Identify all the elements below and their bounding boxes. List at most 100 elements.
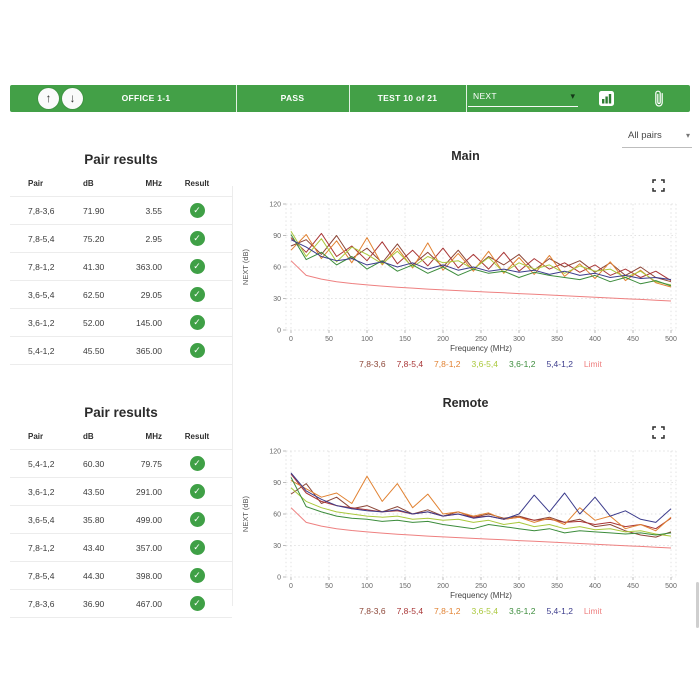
mhz-cell: 499.00 xyxy=(136,514,162,525)
pair-results-panel: Pair results Pair dB MHz Result 7,8-3,6 71.9… xyxy=(10,140,232,618)
paperclip-icon xyxy=(655,90,663,107)
series-line-3,6-5,4 xyxy=(290,487,672,537)
db-cell: 35.80 xyxy=(83,514,105,525)
pair-cell: 7,8-1,2 xyxy=(28,261,55,272)
chart-title: Main xyxy=(451,149,480,163)
db-cell: 43.50 xyxy=(83,486,105,497)
arrow-down-icon: ↓ xyxy=(69,91,76,105)
result-cell: ✓ xyxy=(162,315,232,330)
legend-item-5,4-1,2: 5,4-1,2 xyxy=(546,606,573,616)
table-row: 7,8-1,2 43.40 357.00 ✓ xyxy=(10,534,232,562)
result-cell: ✓ xyxy=(162,568,232,583)
svg-text:300: 300 xyxy=(513,583,525,590)
svg-text:90: 90 xyxy=(273,480,281,487)
series-line-3,6-1,2 xyxy=(290,477,672,536)
pair-cell: 7,8-5,4 xyxy=(28,233,55,244)
chevron-down-icon: ▾ xyxy=(570,91,575,101)
result-cell: ✓ xyxy=(162,203,232,218)
pair-results-table-remote: Pair results Pair dB MHz Result 5,4-1,2 60.3… xyxy=(10,405,232,618)
table-header-row: Pair dB MHz Result xyxy=(10,170,232,197)
measurement-select[interactable]: NEXT ▾ xyxy=(468,88,578,107)
mhz-cell: 79.75 xyxy=(140,458,162,469)
result-cell: ✓ xyxy=(162,287,232,302)
svg-text:50: 50 xyxy=(325,583,333,590)
series-line-5,4-1,2 xyxy=(290,239,672,281)
db-cell: 45.50 xyxy=(83,345,105,356)
svg-text:500: 500 xyxy=(665,336,677,343)
pair-cell: 5,4-1,2 xyxy=(28,458,55,469)
db-cell: 71.90 xyxy=(83,205,105,216)
chart-view-button[interactable] xyxy=(599,91,614,106)
table-body: 7,8-3,6 71.90 3.55 ✓ 7,8-5,4 75.20 2.95 ✓ 7,8-1,… xyxy=(10,197,232,365)
pass-check-icon: ✓ xyxy=(189,484,205,499)
pairs-filter-value: All pairs xyxy=(628,130,662,141)
svg-text:30: 30 xyxy=(273,543,281,550)
fullscreen-icon xyxy=(652,426,665,439)
svg-text:500: 500 xyxy=(665,583,677,590)
next-test-button[interactable]: ↓ xyxy=(62,88,83,109)
svg-text:400: 400 xyxy=(589,336,601,343)
test-counter-label: TEST 10 of 21 xyxy=(377,93,438,103)
series-line-3,6-1,2 xyxy=(290,234,672,287)
panel-divider xyxy=(232,186,233,606)
svg-text:60: 60 xyxy=(273,265,281,272)
status-badge: PASS xyxy=(280,93,305,103)
svg-text:200: 200 xyxy=(437,583,449,590)
scrollbar-thumb[interactable] xyxy=(696,582,699,628)
legend-item-7,8-5,4: 7,8-5,4 xyxy=(396,606,424,616)
pair-cell: 7,8-3,6 xyxy=(28,598,55,609)
segment-divider xyxy=(236,85,237,112)
pair-cell: 7,8-5,4 xyxy=(28,570,55,581)
svg-text:250: 250 xyxy=(475,583,487,590)
db-cell: 44.30 xyxy=(83,570,105,581)
db-cell: 41.30 xyxy=(83,261,105,272)
fullscreen-button[interactable] xyxy=(652,179,665,192)
pass-check-icon: ✓ xyxy=(189,343,205,358)
pairs-filter-select[interactable]: All pairs ▾ xyxy=(622,128,692,148)
column-header: Pair xyxy=(28,431,44,441)
svg-text:100: 100 xyxy=(361,583,373,590)
mhz-cell: 145.00 xyxy=(136,317,162,328)
pass-check-icon: ✓ xyxy=(189,456,205,471)
db-cell: 52.00 xyxy=(83,317,105,328)
legend-item-3,6-5,4: 3,6-5,4 xyxy=(471,359,498,369)
table-row: 5,4-1,2 60.30 79.75 ✓ xyxy=(10,450,232,478)
svg-text:350: 350 xyxy=(551,583,563,590)
mhz-cell: 2.95 xyxy=(145,233,162,244)
pass-check-icon: ✓ xyxy=(189,568,205,583)
table-row: 7,8-3,6 71.90 3.55 ✓ xyxy=(10,197,232,225)
column-header: Result xyxy=(184,431,210,441)
pass-check-icon: ✓ xyxy=(189,231,205,246)
series-line-Limit xyxy=(290,260,672,302)
table-row: 7,8-5,4 75.20 2.95 ✓ xyxy=(10,225,232,253)
svg-text:300: 300 xyxy=(513,336,525,343)
table-title: Pair results xyxy=(84,405,158,420)
db-cell: 62.50 xyxy=(83,289,105,300)
fullscreen-button[interactable] xyxy=(652,426,665,439)
column-header: Pair xyxy=(28,178,44,188)
column-header: MHz xyxy=(145,431,162,441)
legend-item-5,4-1,2: 5,4-1,2 xyxy=(546,359,573,369)
table-row: 7,8-1,2 41.30 363.00 ✓ xyxy=(10,253,232,281)
previous-test-button[interactable]: ↑ xyxy=(38,88,59,109)
svg-text:400: 400 xyxy=(589,583,601,590)
legend-item-7,8-1,2: 7,8-1,2 xyxy=(434,359,461,369)
pair-cell: 7,8-1,2 xyxy=(28,542,55,553)
next-line-chart-main: 0 50 100 150 200 250 300 350 400 450 500 0 30 60 90 120… xyxy=(241,202,677,354)
next-line-chart-remote: 0 50 100 150 200 250 300 350 400 450 500 0 30 60 90 120… xyxy=(241,449,677,601)
mhz-cell: 29.05 xyxy=(140,289,162,300)
segment-divider xyxy=(349,85,350,112)
table-title: Pair results xyxy=(84,152,158,167)
svg-text:100: 100 xyxy=(361,336,373,343)
svg-text:30: 30 xyxy=(273,296,281,303)
mhz-cell: 398.00 xyxy=(136,570,162,581)
pass-check-icon: ✓ xyxy=(189,315,205,330)
mhz-cell: 467.00 xyxy=(136,598,162,609)
result-cell: ✓ xyxy=(162,484,232,499)
attachment-button[interactable] xyxy=(651,89,667,109)
svg-text:450: 450 xyxy=(627,336,639,343)
legend-item-3,6-5,4: 3,6-5,4 xyxy=(471,606,498,616)
table-row: 5,4-1,2 45.50 365.00 ✓ xyxy=(10,337,232,365)
result-cell: ✓ xyxy=(162,259,232,274)
location-label: OFFICE 1-1 xyxy=(121,93,171,103)
